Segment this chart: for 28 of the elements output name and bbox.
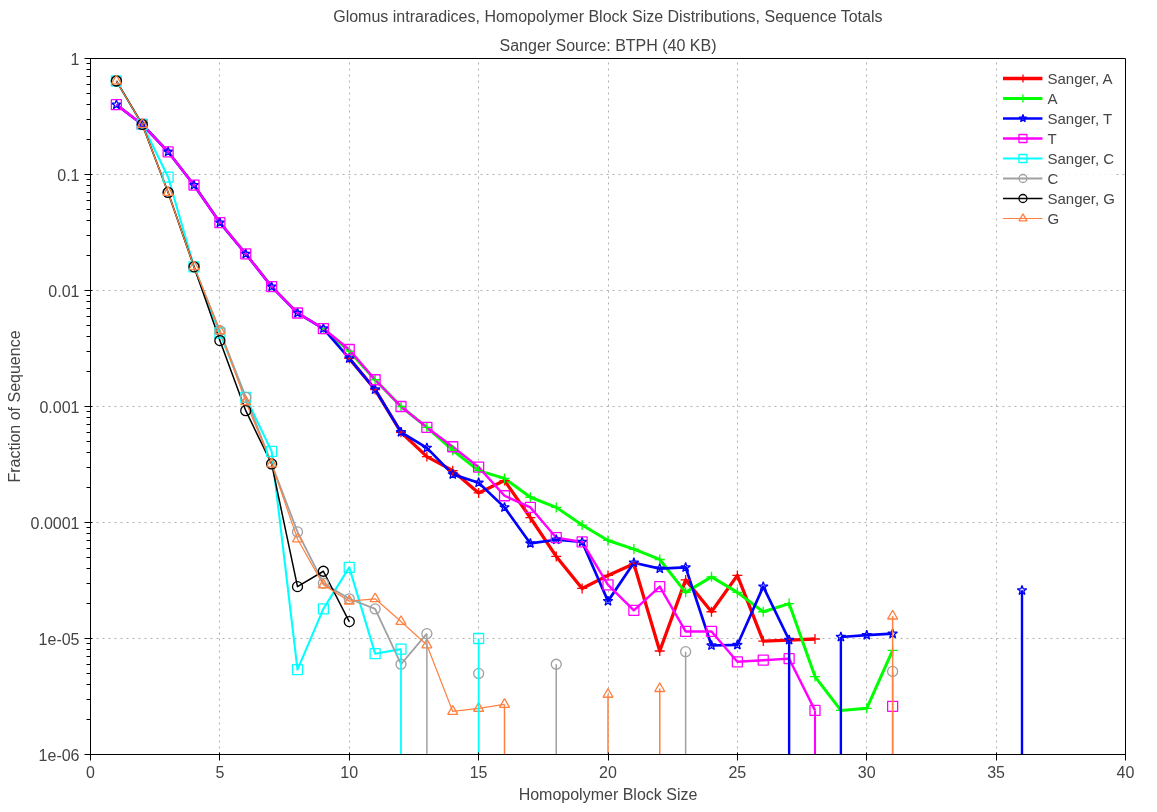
legend-label: Sanger, A xyxy=(1047,69,1113,87)
legend-label: Sanger, T xyxy=(1047,109,1113,127)
legend-label: Sanger, C xyxy=(1047,149,1115,167)
chart-subtitle: Sanger Source: BTPH (40 KB) xyxy=(499,36,717,54)
y-tick-label: 0.01 xyxy=(48,282,80,300)
x-tick-label: 35 xyxy=(987,763,1006,781)
x-axis-title: Homopolymer Block Size xyxy=(518,785,698,803)
legend-label: T xyxy=(1047,129,1058,147)
x-tick-label: 25 xyxy=(728,763,747,781)
y-axis-title: Fraction of Sequence xyxy=(5,330,23,483)
y-tick-label: 0.001 xyxy=(39,398,80,416)
x-tick-label: 30 xyxy=(857,763,876,781)
x-tick-label: 5 xyxy=(215,763,225,781)
y-tick-label: 0.1 xyxy=(57,166,80,184)
y-tick-label: 1 xyxy=(70,50,80,68)
x-tick-label: 15 xyxy=(469,763,488,781)
x-tick-label: 0 xyxy=(86,763,96,781)
x-tick-label: 10 xyxy=(340,763,359,781)
legend-label: G xyxy=(1047,209,1061,227)
x-tick-label: 20 xyxy=(599,763,617,781)
y-tick-label: 0.0001 xyxy=(30,514,80,532)
x-tick-label: 40 xyxy=(1116,763,1135,781)
y-tick-label: 1e-06 xyxy=(38,746,80,764)
legend-label: Sanger, G xyxy=(1047,189,1115,207)
y-tick-label: 1e-05 xyxy=(38,630,80,648)
chart-title: Glomus intraradices, Homopolymer Block Size Distributions, Sequence Totals xyxy=(333,7,883,25)
legend-label: C xyxy=(1047,169,1060,187)
legend-label: A xyxy=(1047,89,1059,107)
